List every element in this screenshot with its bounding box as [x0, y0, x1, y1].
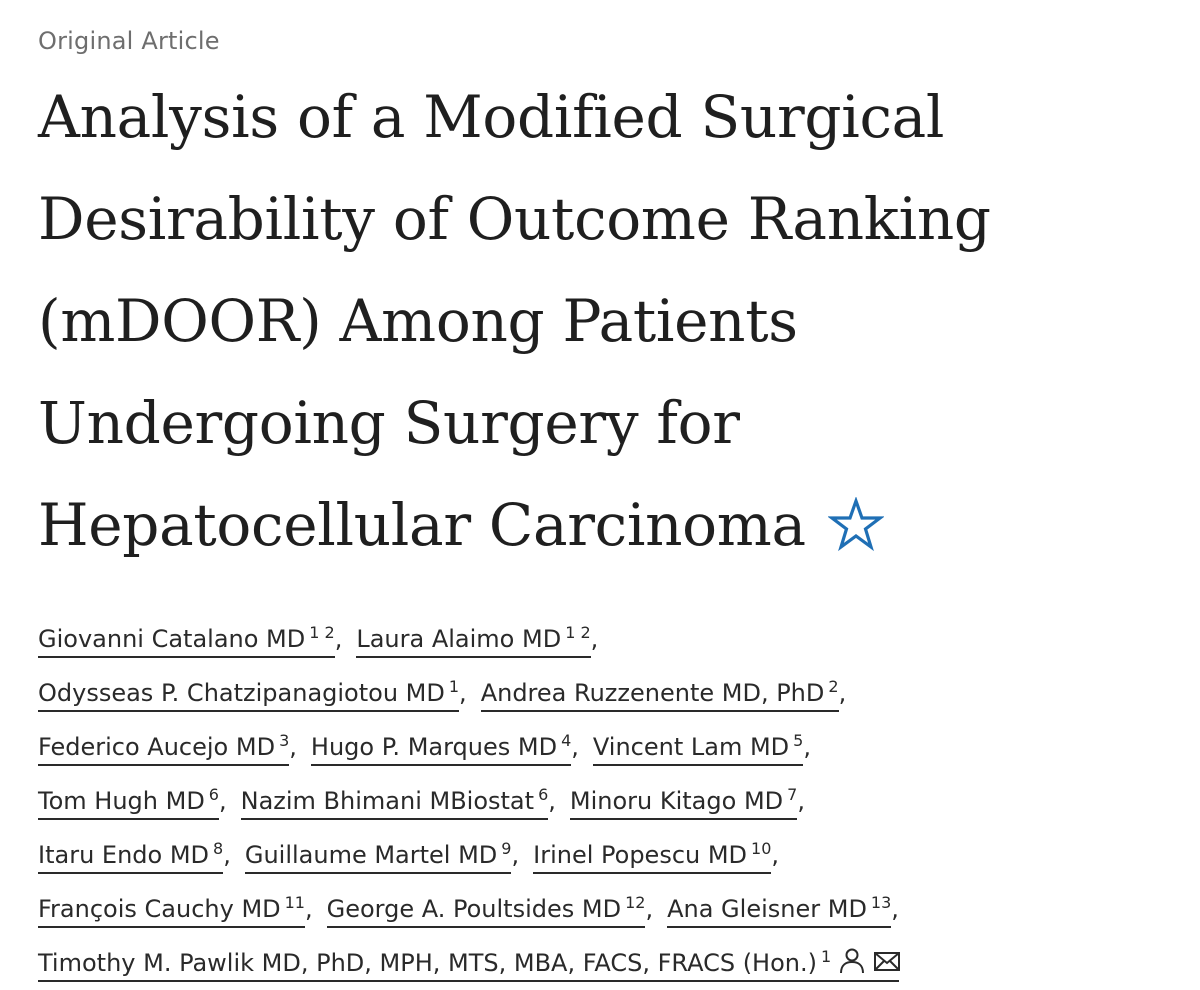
affiliation-ref: 11: [284, 893, 305, 912]
author-line: Giovanni Catalano MD 1 2, Laura Alaimo MD 1…: [38, 612, 1178, 666]
title-line-text: Hepatocellular Carcinoma: [38, 491, 806, 559]
author-link[interactable]: George A. Poultsides MD 12: [326, 893, 646, 928]
affiliation-ref: 13: [870, 893, 892, 912]
author-line: Federico Aucejo MD 3, Hugo P. Marques MD 4,…: [38, 720, 1178, 774]
author-name: Itaru Endo MD: [38, 841, 210, 869]
author-separator: ,: [223, 841, 231, 869]
author-line: Itaru Endo MD 8, Guillaume Martel MD 9, Irin…: [38, 828, 1178, 882]
title-line-last: Hepatocellular Carcinoma: [38, 474, 1178, 576]
author-separator: ,: [548, 787, 556, 815]
author-separator: ,: [218, 787, 227, 815]
affiliation-ref: 1 2: [565, 623, 591, 642]
author-link[interactable]: Guillaume Martel MD 9: [244, 839, 512, 874]
author-name: Vincent Lam MD: [592, 733, 790, 761]
affiliation-ref: 1: [821, 947, 832, 966]
author-link[interactable]: Odysseas P. Chatzipanagiotou MD 1: [38, 677, 460, 712]
affiliation-ref: 8: [213, 839, 224, 858]
affiliation-ref: 6: [208, 785, 219, 804]
affiliation-ref: 1 2: [309, 623, 335, 642]
author-link[interactable]: François Cauchy MD 11: [38, 894, 305, 928]
affiliation-ref: 7: [787, 785, 798, 804]
author-name: Laura Alaimo MD: [356, 625, 562, 653]
author-name: Irinel Popescu MD: [533, 841, 748, 869]
author-separator: ,: [571, 733, 579, 761]
author-separator: ,: [304, 895, 313, 923]
person-icon: [839, 947, 865, 975]
author-separator: ,: [797, 787, 805, 815]
author-name: François Cauchy MD: [38, 895, 281, 923]
affiliation-ref: 12: [625, 893, 646, 912]
author-link[interactable]: Nazim Bhimani MBiostat 6: [240, 785, 549, 820]
author-name: Minoru Kitago MD: [569, 787, 784, 815]
author-link[interactable]: Andrea Ruzzenente MD, PhD 2: [480, 677, 839, 712]
article-type-label: Original Article: [38, 27, 220, 55]
author-separator: ,: [645, 895, 654, 923]
author-name: Ana Gleisner MD: [667, 895, 867, 923]
envelope-icon[interactable]: [873, 947, 901, 975]
author-name: Hugo P. Marques MD: [310, 733, 558, 761]
author-separator: ,: [803, 733, 811, 761]
author-link[interactable]: Laura Alaimo MD 1 2: [356, 623, 591, 658]
author-separator: ,: [459, 679, 467, 707]
author-separator: ,: [891, 895, 899, 923]
author-link[interactable]: Ana Gleisner MD 13: [667, 893, 892, 928]
author-link[interactable]: Tom Hugh MD 6: [38, 786, 219, 820]
title-line: Undergoing Surgery for: [38, 389, 740, 457]
title-line: (mDOOR) Among Patients: [38, 287, 798, 355]
author-link[interactable]: Federico Aucejo MD 3: [38, 731, 290, 766]
affiliation-ref: 9: [501, 839, 512, 858]
author-separator: ,: [289, 733, 297, 761]
author-name: Federico Aucejo MD: [38, 733, 276, 761]
corresponding-author-link[interactable]: Timothy M. Pawlik MD, PhD, MPH, MTS, MBA…: [38, 947, 901, 982]
affiliation-ref: 6: [538, 785, 549, 804]
affiliation-ref: 1: [448, 677, 460, 696]
affiliation-ref: 4: [561, 731, 572, 750]
author-link[interactable]: Vincent Lam MD 5: [592, 731, 804, 766]
author-line: Tom Hugh MD 6, Nazim Bhimani MBiostat 6, Min…: [38, 774, 1178, 828]
author-name: George A. Poultsides MD: [326, 895, 622, 923]
author-name: Tom Hugh MD: [38, 787, 205, 815]
author-link[interactable]: Irinel Popescu MD 10: [533, 839, 772, 874]
affiliation-ref: 3: [279, 731, 290, 750]
article-header: Original Article Analysis of a Modified …: [38, 22, 1178, 990]
author-name: Odysseas P. Chatzipanagiotou MD: [38, 679, 445, 707]
title-line: Analysis of a Modified Surgical: [38, 83, 945, 151]
author-name: Giovanni Catalano MD: [38, 625, 306, 653]
author-link[interactable]: Giovanni Catalano MD 1 2: [38, 624, 335, 658]
author-separator: ,: [590, 625, 599, 653]
author-link[interactable]: Hugo P. Marques MD 4: [310, 731, 572, 766]
author-line: François Cauchy MD 11, George A. Poultside…: [38, 882, 1178, 936]
author-name: Andrea Ruzzenente MD, PhD: [480, 679, 825, 707]
affiliation-ref: 10: [751, 839, 772, 858]
article-title: Analysis of a Modified Surgical Desirabi…: [38, 66, 1178, 576]
star-icon[interactable]: [827, 482, 885, 552]
author-separator: ,: [771, 841, 780, 869]
author-link[interactable]: Minoru Kitago MD 7: [569, 785, 798, 820]
affiliation-ref: 5: [793, 731, 804, 750]
affiliation-ref: 2: [828, 677, 839, 696]
author-name: Timothy M. Pawlik MD, PhD, MPH, MTS, MBA…: [38, 949, 817, 977]
author-separator: ,: [838, 679, 847, 707]
author-separator: ,: [334, 625, 343, 653]
author-separator: ,: [511, 841, 520, 869]
author-link[interactable]: Itaru Endo MD 8: [38, 839, 224, 874]
author-name: Nazim Bhimani MBiostat: [240, 787, 535, 815]
author-list: Giovanni Catalano MD 1 2, Laura Alaimo MD 1…: [38, 612, 1178, 990]
author-line: Odysseas P. Chatzipanagiotou MD 1, Andrea …: [38, 666, 1178, 720]
author-line: Timothy M. Pawlik MD, PhD, MPH, MTS, MBA…: [38, 936, 1178, 990]
author-name: Guillaume Martel MD: [244, 841, 498, 869]
title-line: Desirability of Outcome Ranking: [38, 185, 991, 253]
